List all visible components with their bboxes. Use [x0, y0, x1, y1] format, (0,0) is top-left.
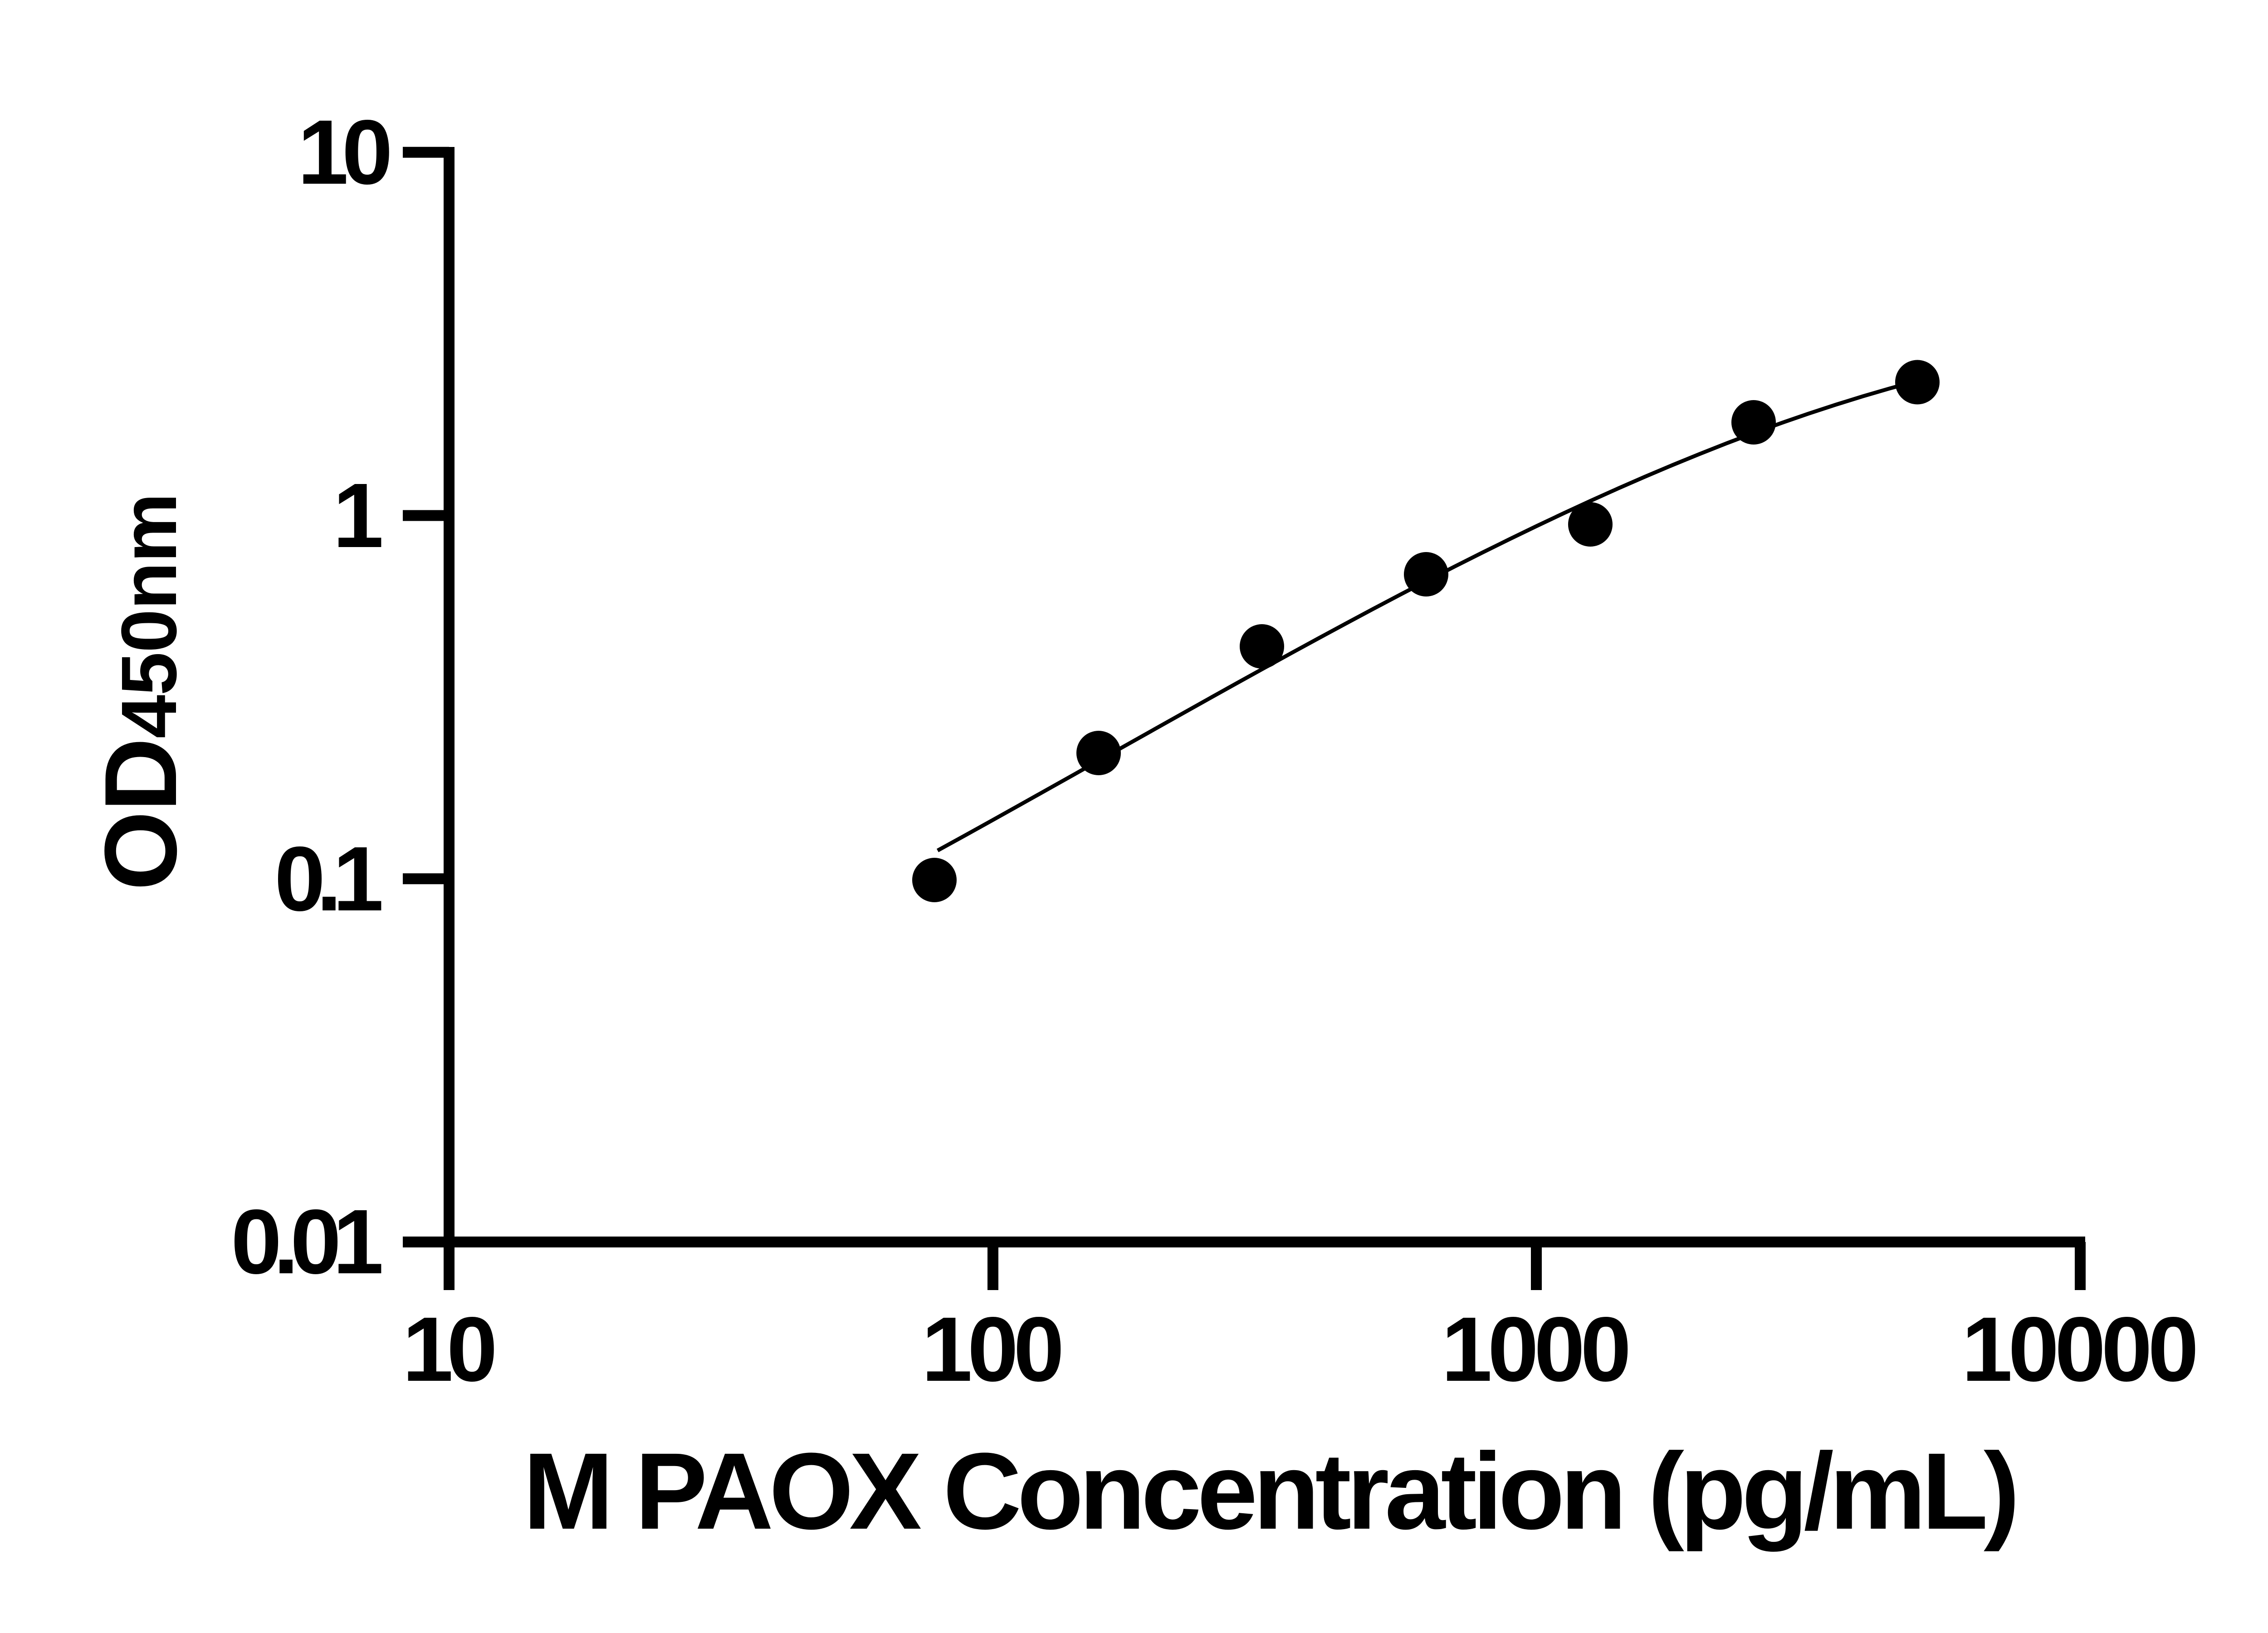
svg-text:10000: 10000	[1962, 1298, 2199, 1400]
svg-text:0.01: 0.01	[231, 1190, 384, 1293]
svg-text:1000: 1000	[1442, 1298, 1632, 1400]
svg-text:OD450nm: OD450nm	[83, 493, 198, 891]
svg-text:0.1: 0.1	[274, 827, 384, 930]
svg-text:10: 10	[298, 101, 393, 203]
svg-text:M PAOX Concentration (pg/mL): M PAOX Concentration (pg/mL)	[523, 1430, 2020, 1552]
svg-text:10: 10	[402, 1298, 498, 1400]
svg-text:1: 1	[333, 464, 384, 567]
svg-text:100: 100	[922, 1298, 1065, 1400]
